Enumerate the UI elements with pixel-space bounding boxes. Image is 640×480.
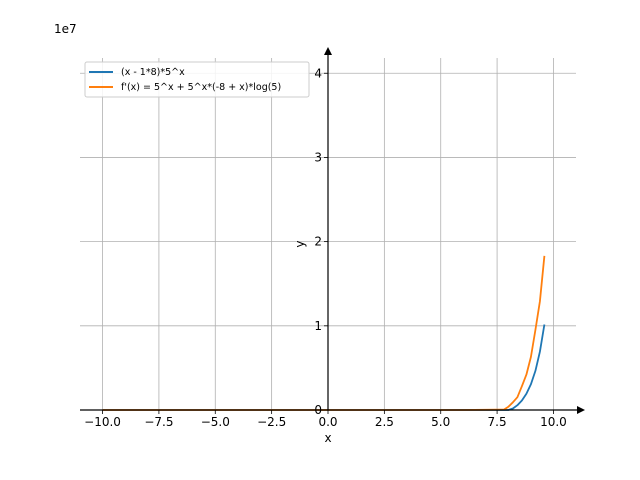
x-tick-label: 2.5: [375, 415, 394, 429]
y-tick-label: 2: [314, 235, 322, 249]
x-tick-label: −2.5: [257, 415, 286, 429]
y-tick-label: 4: [314, 66, 322, 80]
x-tick-label: −7.5: [144, 415, 173, 429]
x-tick-label: 0.0: [318, 415, 337, 429]
legend-label: (x - 1*8)*5^x: [121, 67, 185, 78]
y-scale-label: 1e7: [54, 22, 77, 36]
axes: [80, 47, 585, 414]
x-tick-label: 10.0: [540, 415, 567, 429]
ticks: −10.0 −7.5 −5.0 −2.5 0.0 2.5 5.0 7.5 10.0 0 1 2 3 4: [84, 66, 567, 429]
y-axis-arrow-icon: [324, 47, 332, 55]
y-tick-label: 3: [314, 150, 322, 164]
y-tick-label: 0: [314, 403, 322, 417]
x-axis-arrow-icon: [577, 406, 585, 414]
series-line: [102, 324, 546, 411]
legend-frame: [84, 61, 310, 98]
x-tick-label: 7.5: [488, 415, 507, 429]
x-tick-label: −10.0: [84, 415, 121, 429]
x-tick-label: −5.0: [201, 415, 230, 429]
series-layer: [102, 255, 546, 411]
legend: (x - 1*8)*5^x f'(x) = 5^x + 5^x*(-8 + x)…: [84, 61, 310, 98]
series-line: [102, 255, 546, 411]
y-axis-label: y: [293, 240, 307, 247]
legend-label: f'(x) = 5^x + 5^x*(-8 + x)*log(5): [121, 82, 281, 93]
x-axis-label: x: [324, 431, 331, 445]
x-tick-label: 5.0: [431, 415, 450, 429]
y-tick-label: 1: [314, 319, 322, 333]
